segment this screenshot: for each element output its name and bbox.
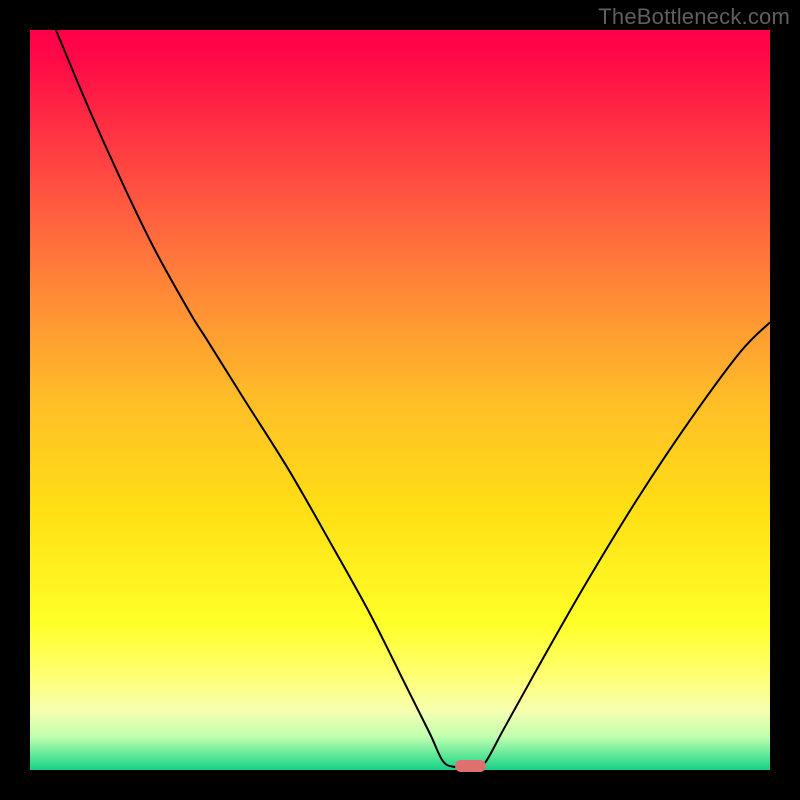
curve-layer bbox=[30, 30, 770, 770]
chart-frame bbox=[30, 30, 770, 770]
curve-line bbox=[56, 30, 770, 768]
minimum-marker bbox=[455, 760, 486, 772]
chart-container: TheBottleneck.com bbox=[0, 0, 800, 800]
watermark-text: TheBottleneck.com bbox=[598, 4, 790, 30]
